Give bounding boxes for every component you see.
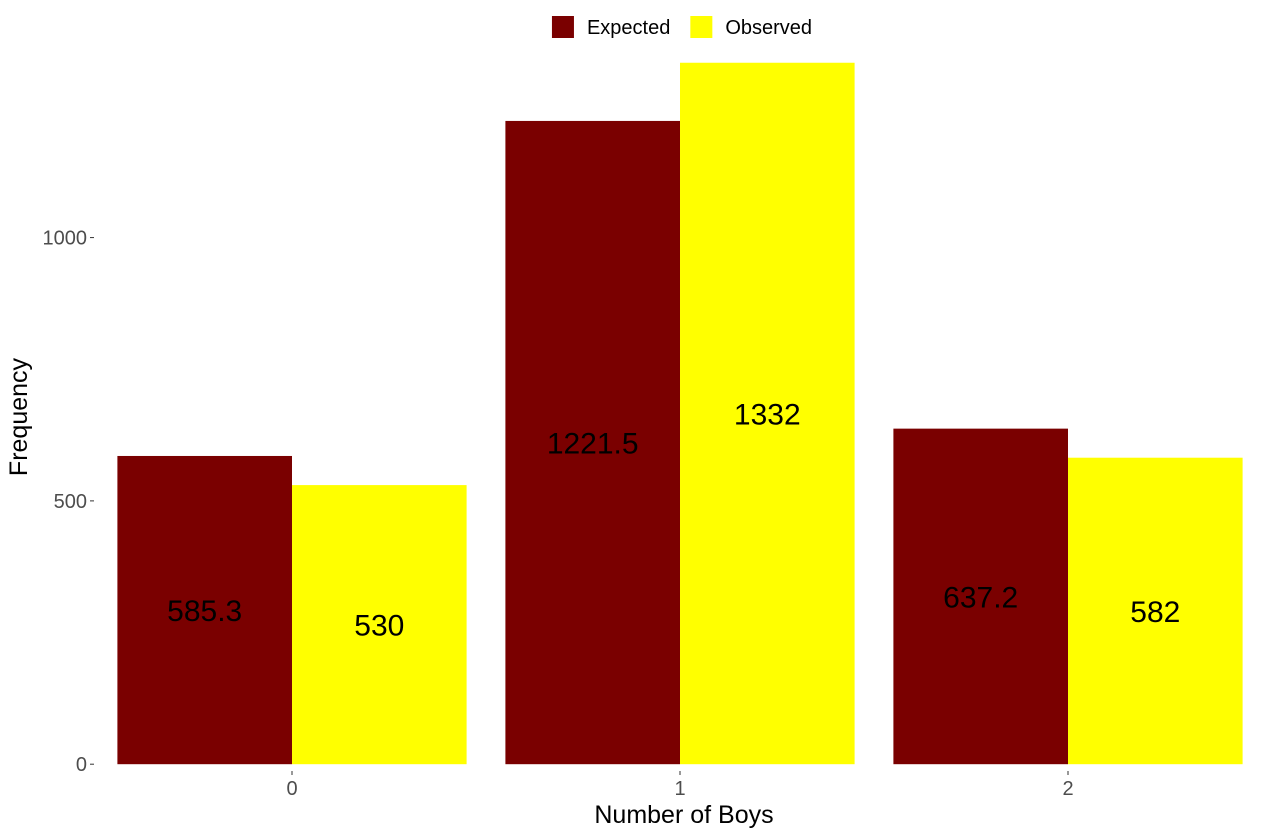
bar-expected-0 — [117, 455, 293, 765]
data-label-observed-2: 582 — [1130, 596, 1180, 629]
x-axis-title: Number of Boys — [594, 801, 773, 829]
bar-observed-2 — [1068, 457, 1243, 765]
x-tick-label: 1 — [674, 778, 685, 800]
bar-expected-1 — [505, 120, 680, 765]
legend-key-expected — [551, 16, 574, 38]
bar-expected-2 — [893, 428, 1068, 765]
data-label-observed-1: 1332 — [734, 398, 801, 431]
legend-key-observed — [690, 16, 713, 38]
y-tick-label: 500 — [54, 491, 87, 513]
bar-observed-1 — [680, 62, 855, 765]
y-tick-label: 1000 — [43, 228, 88, 250]
legend-label-expected: Expected — [587, 17, 670, 39]
bar-observed-0 — [292, 485, 467, 765]
y-axis: 0 500 1000 — [43, 228, 94, 776]
data-label-expected-1: 1221.5 — [547, 428, 639, 461]
bars — [117, 62, 1243, 765]
data-label-expected-2: 637.2 — [943, 581, 1018, 614]
x-tick-label: 0 — [286, 778, 297, 800]
y-tick-label: 0 — [76, 754, 87, 776]
data-label-expected-0: 585.3 — [167, 595, 242, 628]
data-labels: 585.3 1221.5 637.2 530 1332 582 — [167, 398, 1180, 642]
x-tick-label: 2 — [1062, 778, 1073, 800]
legend: Expected Observed — [551, 16, 812, 39]
data-label-observed-0: 530 — [354, 610, 404, 643]
legend-label-observed: Observed — [725, 17, 812, 39]
y-axis-title: Frequency — [5, 357, 33, 476]
x-axis: 0 1 2 — [286, 771, 1074, 800]
